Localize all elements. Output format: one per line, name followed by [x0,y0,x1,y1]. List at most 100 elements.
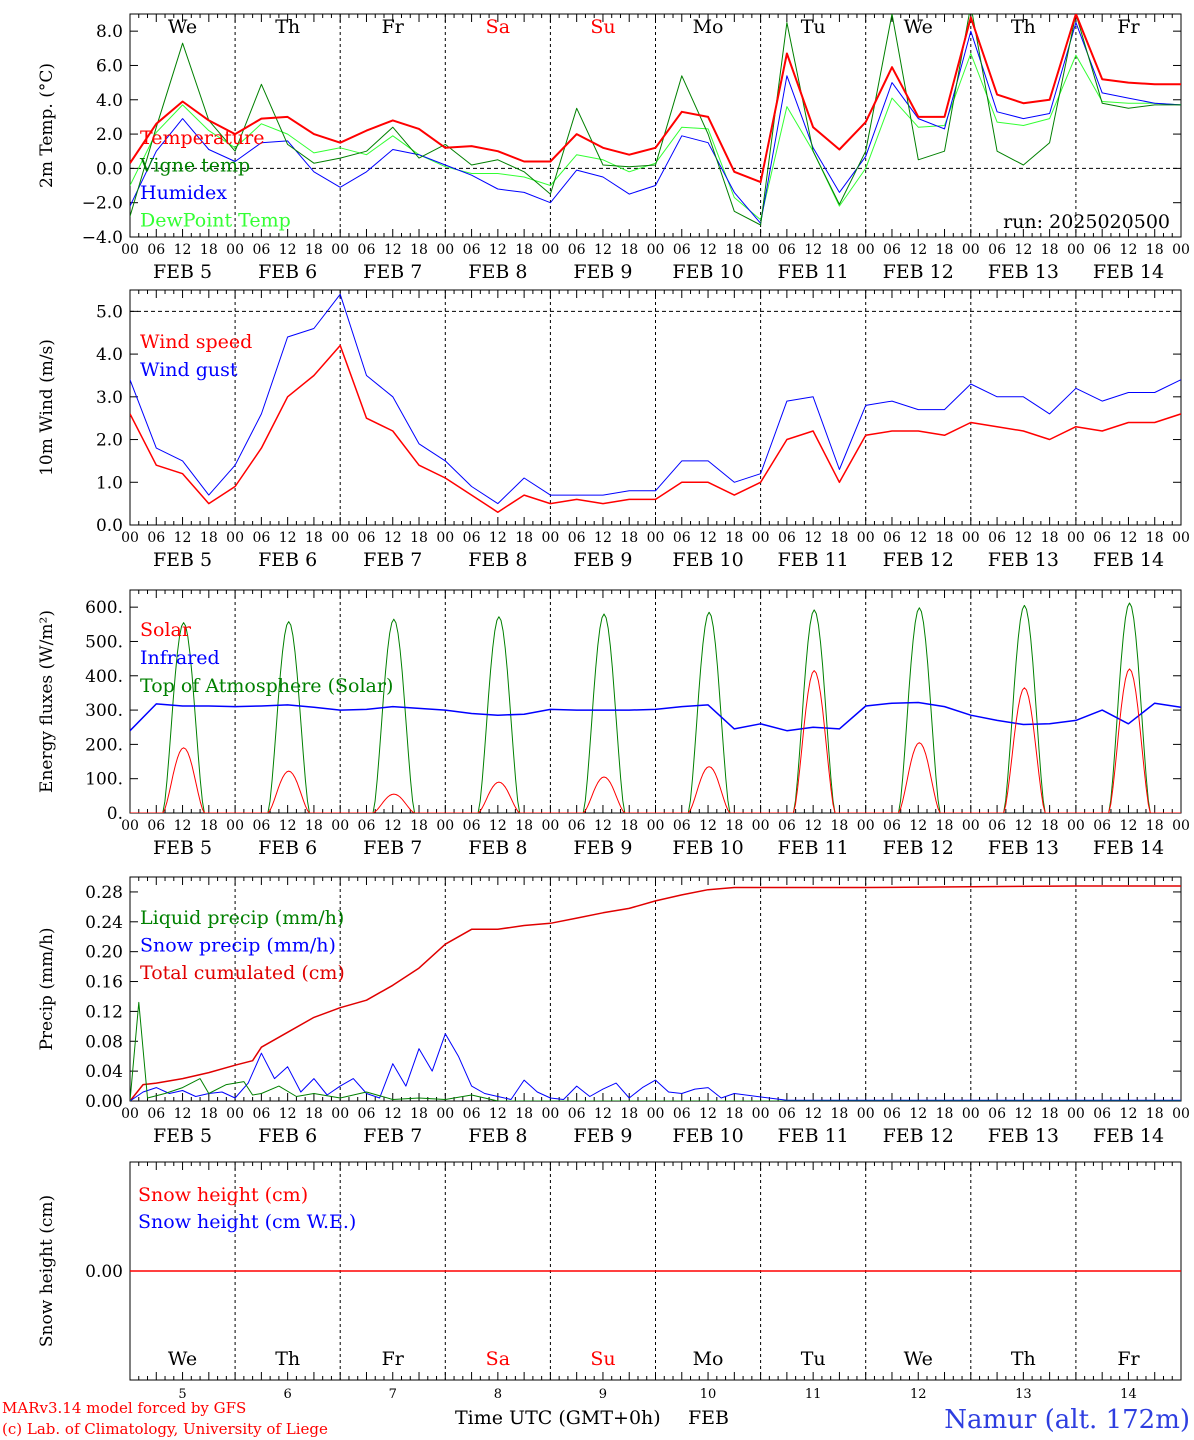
date-label: FEB 11 [778,261,849,283]
hour-tick-label: 00 [436,818,454,834]
series-line [130,701,1181,732]
time-axis-label: Time UTC (GMT+0h) [455,1407,661,1429]
date-label: FEB 10 [672,261,743,283]
hour-tick-label: 12 [804,818,822,834]
hour-tick-label: 12 [174,818,192,834]
weekday-label: Th [275,1348,300,1370]
weekday-label: Sa [486,16,510,38]
y-tick-label: 2.0 [96,125,123,145]
y-tick-label: 0.12 [85,1002,123,1022]
legend-entry: Infrared [140,647,220,669]
date-label: FEB 8 [468,549,527,571]
hour-tick-label: 18 [936,242,954,258]
date-label: FEB 10 [672,549,743,571]
hour-tick-label: 12 [279,1106,297,1122]
series-line [130,22,1181,224]
hour-tick-label: 18 [305,530,323,546]
hour-tick-label: 12 [279,818,297,834]
day-number-label: 5 [178,1387,186,1402]
hour-tick-label: 00 [121,530,139,546]
y-tick-label: 1.0 [96,473,123,493]
y-axis-label: Snow height (cm) [37,1195,57,1347]
day-number-label: 8 [494,1387,502,1402]
day-number-label: 6 [284,1387,292,1402]
hour-tick-label: 18 [200,242,218,258]
hour-tick-label: 00 [1172,1106,1190,1122]
hour-tick-label: 18 [1146,818,1164,834]
hour-tick-label: 00 [752,530,770,546]
y-axis-label: 2m Temp. (°C) [37,63,57,188]
hour-tick-label: 18 [515,242,533,258]
date-label: FEB 14 [1093,549,1164,571]
hour-tick-label: 18 [620,1106,638,1122]
date-label: FEB 12 [883,261,954,283]
hour-tick-label: 00 [436,242,454,258]
hour-tick-label: 12 [489,242,507,258]
hour-tick-label: 12 [1014,818,1032,834]
hour-tick-label: 12 [1120,1106,1138,1122]
hour-tick-label: 12 [384,242,402,258]
hour-tick-label: 18 [410,1106,428,1122]
date-label: FEB 8 [468,837,527,859]
hour-tick-label: 18 [410,530,428,546]
hour-tick-label: 00 [962,1106,980,1122]
legend-entry: Total cumulated (cm) [140,962,345,984]
hour-tick-label: 18 [725,242,743,258]
hour-tick-label: 18 [1146,1106,1164,1122]
hour-tick-label: 00 [647,530,665,546]
hour-tick-label: 06 [358,242,376,258]
weekday-label: Th [275,16,300,38]
hour-tick-label: 12 [384,818,402,834]
y-tick-label: 0.04 [85,1062,123,1082]
hour-tick-label: 06 [252,242,270,258]
legend-entry: Temperature [140,127,264,149]
hour-tick-label: 00 [647,818,665,834]
credit-lab: (c) Lab. of Climatology, University of L… [2,1420,328,1438]
y-tick-label: −2.0 [82,194,123,214]
date-label: FEB 11 [778,1125,849,1147]
weekday-label: Mo [693,1348,724,1370]
panel-4: 0.00 0.04 0.08 0.12 0.16 0.20 0.24 0.28 Precip (… [37,876,1190,1147]
hour-tick-label: 06 [778,818,796,834]
hour-tick-label: 12 [489,1106,507,1122]
weekday-label: Fr [382,16,405,38]
hour-tick-label: 12 [174,242,192,258]
day-number-label: 14 [1120,1387,1137,1402]
hour-tick-label: 12 [489,530,507,546]
y-tick-label: 0.24 [85,913,123,933]
series-group [130,602,1181,813]
weekday-label: Th [1011,1348,1036,1370]
hour-tick-label: 00 [226,242,244,258]
hour-tick-label: 00 [1172,818,1190,834]
hour-tick-label: 12 [909,242,927,258]
day-number-label: 13 [1015,1387,1032,1402]
date-label: FEB 14 [1093,261,1164,283]
weekday-label: Tu [801,1348,826,1370]
hour-tick-label: 18 [515,530,533,546]
hour-tick-label: 18 [515,1106,533,1122]
hour-tick-label: 06 [883,530,901,546]
y-tick-label: 4.0 [96,91,123,111]
hour-tick-label: 00 [541,530,559,546]
hour-tick-label: 06 [463,530,481,546]
weekday-label: We [904,16,933,38]
legend-entry: Top of Atmosphere (Solar) [140,675,393,697]
hour-tick-label: 06 [252,530,270,546]
hour-tick-label: 06 [883,1106,901,1122]
hour-tick-label: 06 [252,818,270,834]
hour-tick-label: 00 [857,1106,875,1122]
hour-tick-label: 12 [279,242,297,258]
date-label: FEB 8 [468,1125,527,1147]
hour-tick-label: 18 [725,818,743,834]
hour-tick-label: 12 [909,1106,927,1122]
y-tick-label: 0.16 [85,973,123,993]
credit-model: MARv3.14 model forced by GFS [2,1399,246,1417]
date-label: FEB 10 [672,837,743,859]
y-axis-label: Energy fluxes (W/m²) [37,610,57,793]
series-line [130,668,1181,813]
hour-tick-label: 00 [962,818,980,834]
hour-tick-label: 12 [909,818,927,834]
y-tick-label: 0.28 [85,883,123,903]
y-tick-label: 600. [85,598,123,618]
hour-tick-label: 00 [331,530,349,546]
